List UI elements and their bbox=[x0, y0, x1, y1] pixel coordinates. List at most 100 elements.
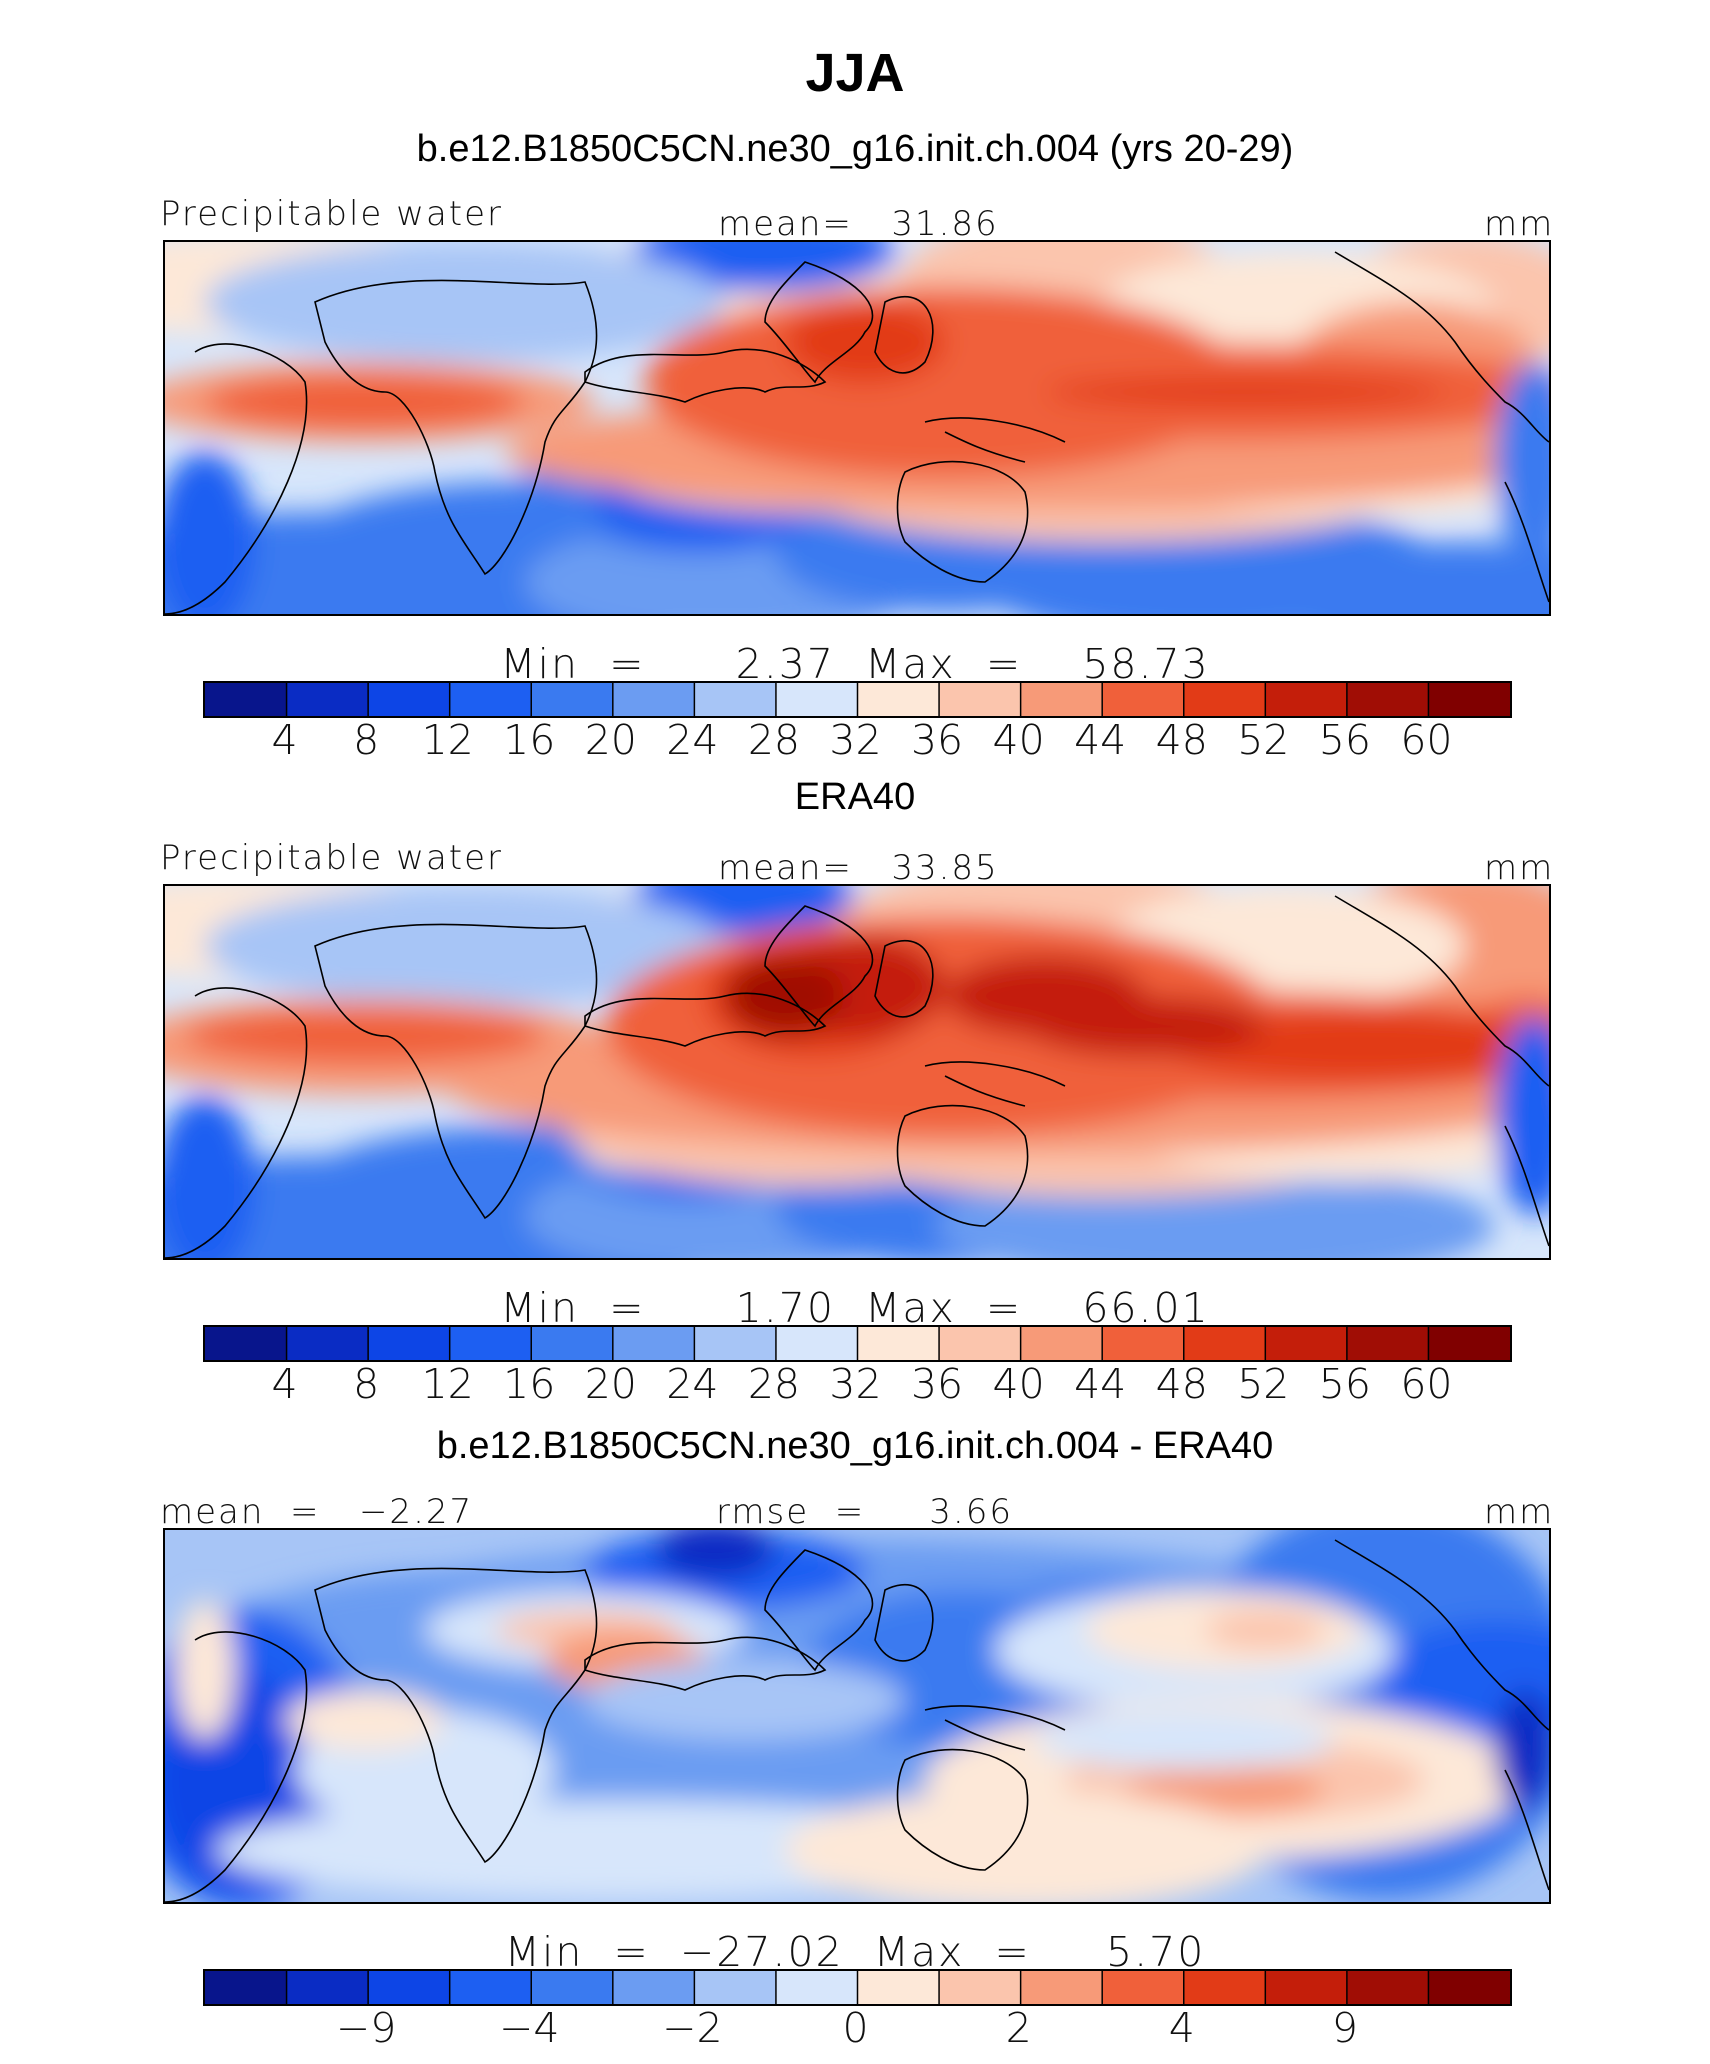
colorbar-tick-label: 24 bbox=[666, 1360, 719, 1408]
panel-2-colorbar bbox=[203, 1325, 1512, 1362]
colorbar-swatch bbox=[775, 1327, 858, 1360]
colorbar-tick-label: 24 bbox=[666, 716, 719, 764]
colorbar-tick-label: 48 bbox=[1155, 1360, 1208, 1408]
colorbar-swatch bbox=[612, 1971, 695, 2004]
colorbar-tick-label: 36 bbox=[910, 716, 964, 764]
colorbar-swatch bbox=[857, 1327, 940, 1360]
figure-title: JJA bbox=[805, 43, 905, 103]
panel-3-units: mm bbox=[1484, 1492, 1555, 1532]
panel-3-mean: mean = −2.27 bbox=[160, 1492, 474, 1532]
coastlines bbox=[165, 1539, 1549, 1902]
colorbar-swatch bbox=[857, 683, 940, 716]
coastline bbox=[924, 1705, 1066, 1751]
coastline bbox=[1334, 251, 1549, 443]
colorbar-swatch bbox=[1346, 1327, 1429, 1360]
coastline bbox=[896, 460, 1029, 583]
field-contour-region bbox=[1035, 1710, 1335, 1770]
colorbar-swatch bbox=[1265, 683, 1348, 716]
colorbar-3-swatches bbox=[205, 1971, 1510, 2004]
colorbar-swatch bbox=[694, 1327, 777, 1360]
panel-1-title: b.e12.B1850C5CN.ne30_g16.init.ch.004 (yr… bbox=[416, 128, 1294, 170]
coastline bbox=[1334, 1539, 1549, 1731]
colorbar-tick-label: 32 bbox=[829, 716, 882, 764]
colorbar-swatch bbox=[1428, 1971, 1510, 2004]
colorbar-swatch bbox=[531, 1971, 614, 2004]
field-contour-region bbox=[1495, 362, 1549, 562]
colorbar-swatch bbox=[1102, 1971, 1185, 2004]
colorbar-swatch bbox=[1183, 1327, 1266, 1360]
field-contours bbox=[165, 886, 1549, 1258]
field-contour-region bbox=[1495, 1690, 1549, 1810]
colorbar-swatch bbox=[286, 1327, 369, 1360]
field-contour-region bbox=[1495, 1016, 1549, 1216]
colorbar-swatch bbox=[775, 1971, 858, 2004]
colorbar-tick-label: 52 bbox=[1237, 1360, 1290, 1408]
colorbar-tick-label: 8 bbox=[353, 1360, 380, 1408]
field-contour-region bbox=[655, 1530, 775, 1580]
colorbar-tick-label: 44 bbox=[1074, 1360, 1127, 1408]
coastline bbox=[764, 261, 874, 384]
colorbar-swatch bbox=[286, 683, 369, 716]
colorbar-tick-label: 16 bbox=[503, 1360, 556, 1408]
coastlines bbox=[165, 895, 1549, 1258]
panel-2-variable: Precipitable water bbox=[160, 838, 504, 878]
coastline bbox=[874, 939, 934, 1018]
coastline bbox=[314, 923, 598, 1220]
panel-2-units: mm bbox=[1484, 848, 1555, 888]
field-contour-region bbox=[205, 886, 725, 1006]
colorbar-swatch bbox=[449, 1971, 532, 2004]
colorbar-swatch bbox=[1428, 683, 1510, 716]
panel-3-map bbox=[163, 1528, 1551, 1904]
colorbar-tick-label: 8 bbox=[353, 716, 380, 764]
colorbar-tick-label: −9 bbox=[335, 2004, 397, 2052]
colorbar-swatch bbox=[694, 683, 777, 716]
panel-3-rmse: rmse = 3.66 bbox=[716, 1492, 1013, 1532]
colorbar-tick-label: 36 bbox=[910, 1360, 964, 1408]
coastline bbox=[1334, 895, 1549, 1087]
field-contour-region bbox=[1205, 1610, 1325, 1650]
panel-1-units: mm bbox=[1484, 204, 1555, 244]
panel-2-minmax: Min = 1.70 Max = 66.01 bbox=[500, 1284, 1210, 1332]
field-contour-region bbox=[1125, 1766, 1325, 1814]
coastline bbox=[165, 343, 308, 614]
panel-3-colorbar bbox=[203, 1969, 1512, 2006]
colorbar-swatch bbox=[286, 1971, 369, 2004]
field-contour-region bbox=[205, 242, 725, 362]
colorbar-swatch bbox=[531, 1327, 614, 1360]
coastline bbox=[314, 1567, 598, 1864]
colorbar-tick-label: 4 bbox=[271, 1360, 298, 1408]
colorbar-swatch bbox=[612, 683, 695, 716]
field-contour-region bbox=[1265, 542, 1549, 614]
colorbar-tick-label: −2 bbox=[662, 2004, 723, 2052]
colorbar-tick-label: 60 bbox=[1400, 1360, 1453, 1408]
coastline bbox=[764, 905, 874, 1028]
colorbar-swatch bbox=[1346, 683, 1429, 716]
colorbar-tick-label: 0 bbox=[842, 2004, 869, 2052]
coastline bbox=[584, 348, 827, 403]
colorbar-tick-label: 12 bbox=[421, 1360, 474, 1408]
colorbar-swatch bbox=[1428, 1327, 1510, 1360]
colorbar-tick-label: 60 bbox=[1400, 716, 1453, 764]
colorbar-tick-label: 4 bbox=[1168, 2004, 1195, 2052]
colorbar-swatch bbox=[531, 683, 614, 716]
colorbar-tick-label: 32 bbox=[829, 1360, 882, 1408]
colorbar-swatch bbox=[205, 683, 288, 716]
field-contour-region bbox=[175, 1600, 235, 1740]
colorbar-tick-label: 2 bbox=[1005, 2004, 1032, 2052]
colorbar-tick-label: 4 bbox=[271, 716, 298, 764]
colorbar-swatch bbox=[775, 683, 858, 716]
colorbar-swatch bbox=[1102, 683, 1185, 716]
field-contour-region bbox=[285, 1690, 445, 1750]
field-contours bbox=[165, 1530, 1549, 1902]
panel-1-mean: mean= 31.86 bbox=[718, 204, 999, 244]
field-contour-region bbox=[785, 1790, 1265, 1902]
coastline bbox=[874, 1583, 934, 1662]
colorbar-tick-label: 44 bbox=[1074, 716, 1127, 764]
colorbar-swatch bbox=[1102, 1327, 1185, 1360]
coastline bbox=[1504, 481, 1549, 603]
colorbar-tick-label: 20 bbox=[584, 716, 637, 764]
coastline bbox=[924, 417, 1066, 463]
colorbar-swatch bbox=[205, 1971, 288, 2004]
colorbar-tick-label: 40 bbox=[992, 716, 1045, 764]
panel-1-variable: Precipitable water bbox=[160, 194, 504, 234]
